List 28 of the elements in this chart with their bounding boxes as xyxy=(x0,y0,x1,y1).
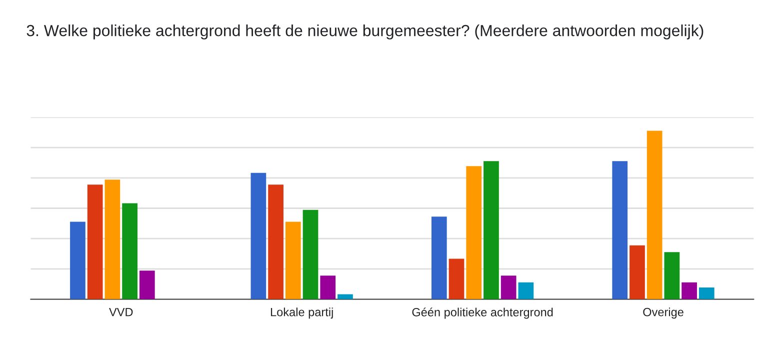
bar xyxy=(104,180,120,300)
bar xyxy=(431,216,447,300)
bar xyxy=(630,245,645,300)
bar xyxy=(285,222,301,300)
bar xyxy=(320,276,336,300)
bar xyxy=(664,252,680,300)
bar xyxy=(302,210,318,300)
bar xyxy=(250,172,266,300)
bar xyxy=(338,294,353,300)
x-tick-label: Lokale partij xyxy=(270,308,333,319)
chart-title: 3. Welke politieke achtergrond heeft de nieuwe burgemeester? (Meerdere antwoorden mogelijk) xyxy=(26,24,704,40)
bar xyxy=(612,161,628,300)
bar xyxy=(698,287,714,300)
bar xyxy=(484,161,499,300)
bar xyxy=(500,276,516,300)
bar xyxy=(122,203,138,300)
x-tick-label: Géén politieke achtergrond xyxy=(412,308,553,319)
x-tick-label: VVD xyxy=(109,308,133,316)
bar xyxy=(268,184,284,300)
bar xyxy=(87,184,103,300)
bar xyxy=(518,282,534,300)
bar xyxy=(448,258,464,300)
bar xyxy=(646,130,662,300)
bar xyxy=(682,282,697,300)
bar xyxy=(139,270,155,300)
x-tick-label: Overige xyxy=(643,308,684,319)
bar xyxy=(466,166,482,300)
bar xyxy=(70,222,86,300)
